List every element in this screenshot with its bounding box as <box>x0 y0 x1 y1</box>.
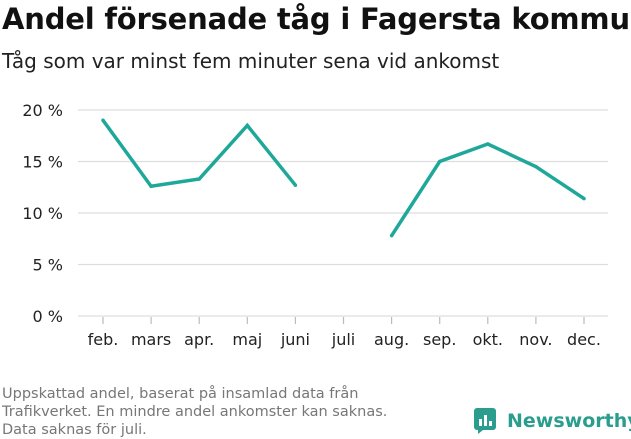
brand-name: Newsworthy <box>507 410 631 432</box>
y-tick-label: 5 % <box>33 256 63 275</box>
data-point <box>389 233 394 238</box>
x-tick-label: feb. <box>88 330 119 349</box>
grid-layer <box>78 109 608 317</box>
data-point <box>197 177 201 181</box>
x-tick-label: apr. <box>184 330 214 349</box>
source-note-line: Data saknas för juli. <box>2 422 147 438</box>
x-axis: feb. mars apr. maj juni juli aug. sep. okt. nov. d… <box>88 317 601 349</box>
series-line <box>390 142 585 237</box>
x-tick-label: juli <box>331 330 355 349</box>
source-note: Uppskattad andel, baserat på insamlad da… <box>2 385 387 439</box>
y-axis: 0 % 5 % 10 % 15 % 20 % <box>22 101 63 326</box>
x-tick-label: okt. <box>473 330 503 349</box>
data-point <box>245 123 250 128</box>
y-tick-label: 0 % <box>33 307 63 326</box>
x-tick-label: sep. <box>423 330 456 349</box>
y-tick-label: 10 % <box>22 204 63 223</box>
series-layer <box>101 118 586 238</box>
chart-subtitle: Tåg som var minst fem minuter sena vid a… <box>2 49 500 73</box>
data-point <box>101 118 105 123</box>
line-chart: 0 % 5 % 10 % 15 % 20 % feb. mars apr. maj juni ju… <box>22 101 608 349</box>
x-tick-label: juni <box>280 330 310 349</box>
x-tick-label: nov. <box>519 330 552 349</box>
brand-logo: Newsworthy <box>474 408 631 434</box>
data-point <box>486 142 490 146</box>
source-note-line: Uppskattad andel, baserat på insamlad da… <box>2 386 359 402</box>
y-tick-label: 15 % <box>22 153 63 172</box>
data-point <box>293 183 298 187</box>
source-note-line: Trafikverket. En mindre andel ankomster … <box>2 404 388 420</box>
data-point <box>437 159 442 164</box>
data-point <box>149 184 153 188</box>
x-tick-label: maj <box>232 330 262 349</box>
series-line <box>101 119 297 189</box>
x-tick-label: mars <box>131 330 171 349</box>
y-tick-label: 20 % <box>22 101 63 120</box>
data-point <box>534 164 538 169</box>
x-tick-label: aug. <box>374 330 409 349</box>
x-tick-label: dec. <box>567 330 601 349</box>
newsworthy-logo-icon <box>474 408 496 434</box>
chart-title: Andel försenade tåg i Fagersta kommun <box>2 2 631 36</box>
data-point <box>582 196 586 201</box>
